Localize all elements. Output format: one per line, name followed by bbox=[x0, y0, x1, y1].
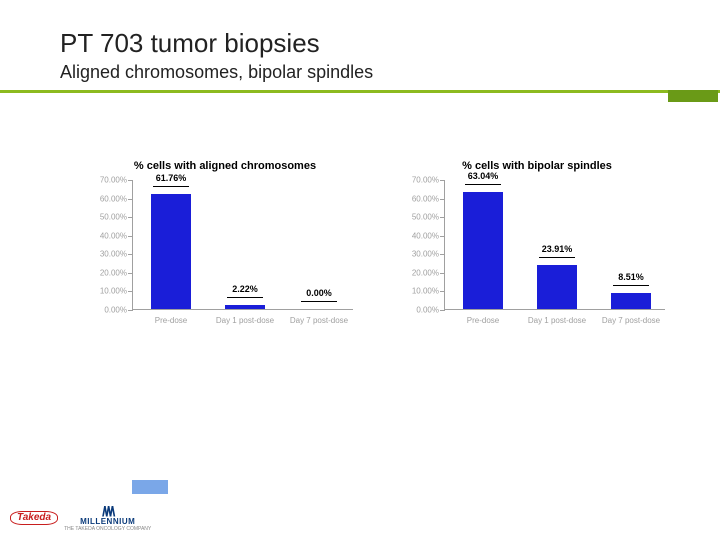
y-axis-label: 60.00% bbox=[93, 194, 127, 203]
y-tick bbox=[440, 217, 445, 218]
bar-group: 23.91%Day 1 post-dose bbox=[527, 180, 587, 310]
y-axis-label: 50.00% bbox=[405, 213, 439, 222]
y-tick bbox=[440, 254, 445, 255]
y-axis-label: 40.00% bbox=[405, 231, 439, 240]
x-axis-label: Day 7 post-dose bbox=[595, 310, 667, 325]
y-tick bbox=[440, 273, 445, 274]
y-axis-label: 10.00% bbox=[93, 287, 127, 296]
millennium-logo: /\/\/\ MILLENNIUM THE TAKEDA ONCOLOGY CO… bbox=[64, 504, 151, 532]
value-label: 2.22% bbox=[215, 284, 275, 294]
y-axis-label: 0.00% bbox=[93, 306, 127, 315]
value-label: 23.91% bbox=[527, 244, 587, 254]
millennium-logo-sub: THE TAKEDA ONCOLOGY COMPANY bbox=[64, 526, 151, 532]
y-tick bbox=[440, 236, 445, 237]
plot-area: 0.00%10.00%20.00%30.00%40.00%50.00%60.00… bbox=[444, 180, 665, 310]
bar-chart: % cells with bipolar spindles0.00%10.00%… bbox=[398, 160, 676, 340]
plot-area: 0.00%10.00%20.00%30.00%40.00%50.00%60.00… bbox=[132, 180, 353, 310]
divider-rule-inset bbox=[668, 90, 718, 102]
y-tick bbox=[440, 180, 445, 181]
millennium-logo-mark: /\/\/\ bbox=[102, 504, 113, 518]
y-axis-label: 40.00% bbox=[93, 231, 127, 240]
value-label-line bbox=[465, 184, 501, 185]
y-axis-label: 20.00% bbox=[405, 268, 439, 277]
slide-title: PT 703 tumor biopsies bbox=[60, 28, 320, 59]
bar bbox=[463, 192, 503, 309]
y-tick bbox=[128, 310, 133, 311]
divider-rule bbox=[0, 90, 720, 93]
y-axis-label: 30.00% bbox=[93, 250, 127, 259]
value-label: 63.04% bbox=[453, 171, 513, 181]
value-label: 8.51% bbox=[601, 272, 661, 282]
bar-group: 2.22%Day 1 post-dose bbox=[215, 180, 275, 310]
bar-group: 61.76%Pre-dose bbox=[141, 180, 201, 310]
millennium-logo-text: MILLENNIUM bbox=[80, 518, 135, 526]
y-tick bbox=[128, 236, 133, 237]
slide: PT 703 tumor biopsies Aligned chromosome… bbox=[0, 0, 720, 540]
x-axis-label: Pre-dose bbox=[447, 310, 519, 325]
y-tick bbox=[128, 291, 133, 292]
y-tick bbox=[128, 180, 133, 181]
y-axis-label: 60.00% bbox=[405, 194, 439, 203]
y-tick bbox=[440, 199, 445, 200]
bar-group: 63.04%Pre-dose bbox=[453, 180, 513, 310]
value-label-line bbox=[613, 285, 649, 286]
bar bbox=[611, 293, 651, 309]
bar bbox=[151, 194, 191, 309]
y-axis-label: 20.00% bbox=[93, 268, 127, 277]
y-tick bbox=[440, 310, 445, 311]
chart-title: % cells with bipolar spindles bbox=[398, 160, 676, 172]
value-label: 0.00% bbox=[289, 288, 349, 298]
y-axis-label: 0.00% bbox=[405, 306, 439, 315]
x-axis-label: Pre-dose bbox=[135, 310, 207, 325]
value-label-line bbox=[301, 301, 337, 302]
y-axis-label: 10.00% bbox=[405, 287, 439, 296]
y-axis-label: 30.00% bbox=[405, 250, 439, 259]
bar-group: 8.51%Day 7 post-dose bbox=[601, 180, 661, 310]
takeda-logo: Takeda bbox=[10, 511, 58, 525]
bar-chart: % cells with aligned chromosomes0.00%10.… bbox=[86, 160, 364, 340]
x-axis-label: Day 1 post-dose bbox=[521, 310, 593, 325]
value-label: 61.76% bbox=[141, 173, 201, 183]
y-tick bbox=[128, 217, 133, 218]
y-axis-label: 50.00% bbox=[93, 213, 127, 222]
value-label-line bbox=[153, 186, 189, 187]
y-axis-label: 70.00% bbox=[93, 176, 127, 185]
chart-title: % cells with aligned chromosomes bbox=[86, 160, 364, 172]
value-label-line bbox=[539, 257, 575, 258]
y-tick bbox=[128, 273, 133, 274]
y-axis-label: 70.00% bbox=[405, 176, 439, 185]
y-tick bbox=[440, 291, 445, 292]
bar bbox=[225, 305, 265, 309]
value-label-line bbox=[227, 297, 263, 298]
x-axis-label: Day 7 post-dose bbox=[283, 310, 355, 325]
y-tick bbox=[128, 254, 133, 255]
bar-group: 0.00%Day 7 post-dose bbox=[289, 180, 349, 310]
x-axis-label: Day 1 post-dose bbox=[209, 310, 281, 325]
slide-subtitle: Aligned chromosomes, bipolar spindles bbox=[60, 62, 373, 83]
footer-accent-block bbox=[132, 480, 168, 494]
bar bbox=[537, 265, 577, 309]
y-tick bbox=[128, 199, 133, 200]
footer-logos: Takeda /\/\/\ MILLENNIUM THE TAKEDA ONCO… bbox=[10, 504, 151, 532]
